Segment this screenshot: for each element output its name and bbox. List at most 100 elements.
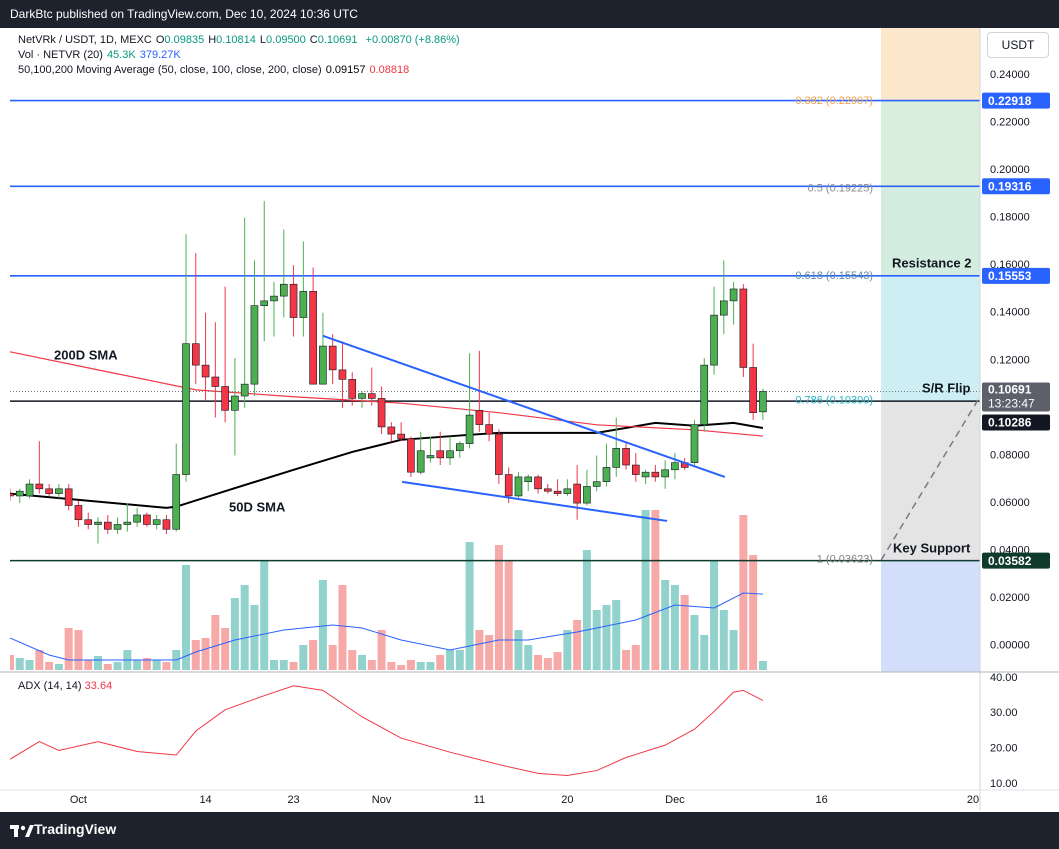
ma-value: 0.08818 bbox=[369, 64, 410, 76]
candle-body bbox=[514, 476, 523, 497]
candle-body bbox=[201, 364, 210, 378]
candle-body bbox=[749, 367, 757, 413]
volume-bar bbox=[690, 615, 699, 670]
candle-body bbox=[632, 464, 640, 475]
chart: 0.382 (0.22907) 0.5 (0.19225) 0.618 (0.155… bbox=[0, 28, 1059, 810]
volume-bar bbox=[494, 545, 503, 670]
candle-body bbox=[592, 481, 601, 487]
ohlc-key: C bbox=[309, 34, 318, 46]
volume-bar bbox=[592, 610, 601, 670]
brand: TradingView bbox=[34, 821, 117, 837]
x-tick-label: 20 bbox=[967, 794, 979, 806]
level-box bbox=[982, 267, 1050, 284]
x-tick-label: 14 bbox=[199, 794, 211, 806]
trendline bbox=[322, 334, 726, 478]
candle-body bbox=[446, 450, 454, 459]
volume-bar bbox=[749, 555, 758, 670]
volume-bar bbox=[758, 660, 767, 670]
candle-body bbox=[416, 450, 425, 473]
volume-title: Vol · NETVR (20) bbox=[18, 49, 103, 61]
candle-body bbox=[231, 395, 239, 411]
candle-body bbox=[25, 483, 34, 497]
volume-row: Vol · NETVR (20) 45.3K 379.27K bbox=[18, 48, 464, 63]
volume-bar bbox=[113, 662, 122, 670]
candle-body bbox=[407, 438, 415, 473]
y-tick-label: 0.24000 bbox=[990, 69, 1030, 81]
volume-bar bbox=[553, 652, 562, 670]
ma-annotation: 200D SMA bbox=[54, 347, 118, 362]
ohlc-value: 0.09835 bbox=[164, 34, 205, 46]
logo bbox=[10, 825, 34, 837]
candle-body bbox=[260, 300, 269, 306]
volume-bar bbox=[475, 630, 484, 670]
volume-bar bbox=[250, 605, 259, 670]
candle-body bbox=[250, 305, 259, 385]
adx-line bbox=[10, 685, 764, 777]
volume-bar bbox=[64, 628, 73, 670]
volume-bar bbox=[45, 662, 54, 670]
last-price-label: 0.10691 bbox=[988, 383, 1032, 397]
moving-average bbox=[10, 351, 763, 437]
adx-tick-label: 40.00 bbox=[990, 672, 1018, 684]
volume-bar bbox=[622, 650, 631, 670]
x-tick-label: 20 bbox=[561, 794, 573, 806]
candle-body bbox=[455, 443, 464, 452]
fib-zone bbox=[881, 559, 980, 672]
y-tick-label: 0.00000 bbox=[990, 640, 1030, 652]
currency-button[interactable]: USDT bbox=[987, 32, 1049, 58]
candle-body bbox=[739, 288, 748, 368]
x-tick-label: 23 bbox=[287, 794, 299, 806]
fib-zone bbox=[881, 400, 980, 560]
candle-body bbox=[495, 433, 503, 475]
adx-title: ADX (14, 14) bbox=[18, 680, 82, 692]
candle-body bbox=[172, 474, 181, 530]
adx-tick-label: 30.00 bbox=[990, 707, 1018, 719]
candle-body bbox=[152, 519, 161, 525]
ohlc-key: O bbox=[155, 34, 165, 46]
volume-bar bbox=[260, 560, 269, 670]
candle-body bbox=[94, 521, 102, 525]
volume-ma-value: 379.27K bbox=[139, 49, 181, 61]
fib-label: 0.382 (0.22907) bbox=[795, 95, 873, 107]
candle-body bbox=[573, 483, 581, 504]
fib-zone bbox=[881, 188, 980, 277]
ohlc-value: 0.10691 bbox=[317, 34, 358, 46]
candle-body bbox=[10, 493, 14, 497]
volume-bar bbox=[602, 605, 611, 670]
volume-bar bbox=[103, 664, 112, 670]
y-tick-label: 0.14000 bbox=[990, 307, 1030, 319]
main-pane: 0.382 (0.22907) 0.5 (0.19225) 0.618 (0.155… bbox=[10, 28, 980, 672]
candle-body bbox=[113, 524, 122, 530]
candle-body bbox=[35, 483, 44, 490]
candle-body bbox=[221, 386, 229, 411]
candle-body bbox=[387, 426, 396, 435]
y-tick-label: 0.20000 bbox=[990, 164, 1030, 176]
candle-body bbox=[426, 455, 435, 459]
candle-body bbox=[299, 291, 308, 318]
level-label: 0.22918 bbox=[988, 94, 1032, 108]
x-tick-label: Nov bbox=[372, 794, 392, 806]
candle-body bbox=[45, 488, 53, 494]
volume-bar bbox=[230, 598, 239, 670]
volume-bar bbox=[74, 630, 83, 670]
volume-bar bbox=[318, 580, 327, 670]
candle-body bbox=[622, 448, 630, 466]
candle-body bbox=[143, 514, 151, 525]
volume-bar bbox=[670, 585, 679, 670]
volume-bar bbox=[299, 645, 308, 670]
candle-body bbox=[289, 283, 298, 318]
ma-title: 50,100,200 Moving Average (50, close, 10… bbox=[18, 64, 322, 76]
volume-bar bbox=[358, 655, 367, 670]
candle-body bbox=[358, 393, 366, 399]
volume-bar bbox=[455, 650, 464, 670]
candle-body bbox=[377, 398, 386, 428]
candle-body bbox=[319, 345, 327, 385]
annotation: Resistance 2 bbox=[892, 255, 972, 270]
change: +0.00870 (+8.86%) bbox=[365, 34, 460, 46]
ohlc: O0.09835 H0.10814 L0.09500 C0.10691 bbox=[156, 34, 362, 46]
volume-bar bbox=[240, 585, 249, 670]
publish-bar: DarkBtc published on TradingView.com, De… bbox=[0, 0, 1059, 28]
volume-bar bbox=[397, 665, 406, 670]
candle-body bbox=[524, 476, 533, 482]
adx-pane bbox=[10, 685, 764, 777]
